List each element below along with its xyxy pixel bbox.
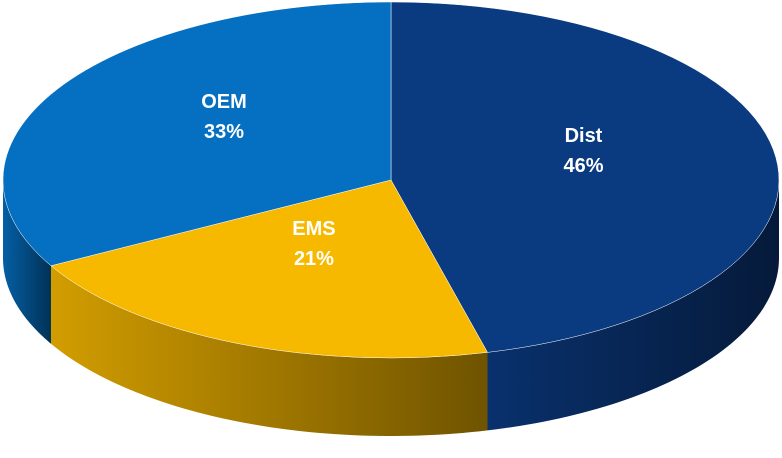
slice-value-label: 21% <box>294 248 334 270</box>
pie-side <box>3 180 51 344</box>
pie-slice <box>50 179 488 359</box>
pie-side <box>487 180 779 431</box>
pie-slice <box>390 1 780 353</box>
slice-category: Dist <box>565 125 603 147</box>
slice-category: OEM <box>201 91 247 113</box>
slice-value-label: 33% <box>204 121 244 143</box>
slice-category: EMS <box>292 218 335 240</box>
slice-value-label: 46% <box>563 155 603 177</box>
pie-slice <box>2 1 392 267</box>
pie-side <box>50 265 488 436</box>
